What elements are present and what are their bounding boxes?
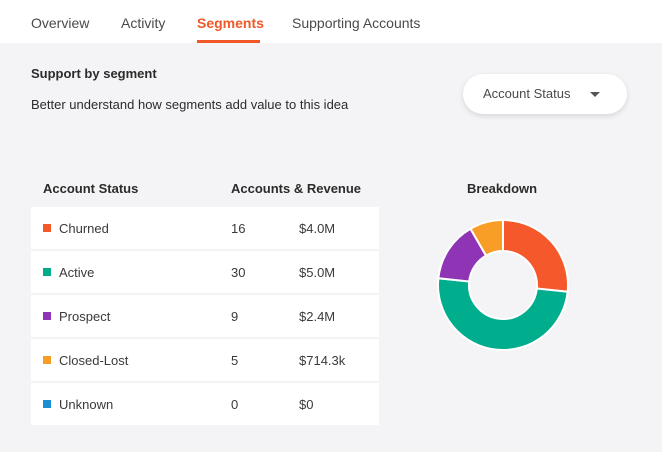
segment-label: Prospect	[59, 309, 111, 324]
segment-dropdown-label: Account Status	[483, 86, 571, 101]
segment-label: Churned	[59, 221, 109, 236]
tab-bar: Overview Activity Segments Supporting Ac…	[0, 0, 662, 43]
active-tab-indicator	[197, 40, 260, 43]
segment-count: 9	[231, 309, 239, 324]
segment-count: 16	[231, 221, 246, 236]
prospect-swatch	[43, 312, 51, 320]
column-header-status: Account Status	[43, 181, 139, 196]
segment-label: Active	[59, 265, 95, 280]
segment-revenue: $714.3k	[299, 353, 346, 368]
segment-label: Unknown	[59, 397, 114, 412]
segment-dropdown[interactable]: Account Status	[463, 74, 627, 114]
tab-overview[interactable]: Overview	[31, 15, 90, 31]
segment-row: Prospect 9 $2.4M	[31, 295, 379, 337]
segment-count: 30	[231, 265, 246, 280]
segment-revenue: $5.0M	[299, 265, 336, 280]
segment-revenue: $2.4M	[299, 309, 336, 324]
section-subtitle: Better understand how segments add value…	[31, 97, 349, 112]
segment-count: 5	[231, 353, 239, 368]
tab-segments[interactable]: Segments	[197, 15, 264, 31]
active-swatch	[43, 268, 51, 276]
segment-revenue: $0	[299, 397, 314, 412]
donut-slice-active	[437, 277, 569, 351]
donut-slice-closed-lost	[469, 218, 504, 257]
segment-row: Active 30 $5.0M	[31, 251, 379, 293]
segment-count: 0	[231, 397, 239, 412]
segment-row: Churned 16 $4.0M	[31, 207, 379, 249]
churned-swatch	[43, 224, 51, 232]
segment-row: Closed-Lost 5 $714.3k	[31, 339, 379, 381]
section-title: Support by segment	[31, 66, 157, 81]
unknown-swatch	[43, 400, 51, 408]
breakdown-title: Breakdown	[467, 181, 538, 196]
tab-supporting-accounts[interactable]: Supporting Accounts	[292, 15, 421, 31]
breakdown-donut-chart	[437, 218, 569, 351]
segment-revenue: $4.0M	[299, 221, 336, 236]
tab-activity[interactable]: Activity	[121, 15, 166, 31]
caret-down-icon	[590, 92, 600, 97]
segment-label: Closed-Lost	[59, 353, 129, 368]
segment-row: Unknown 0 $0	[31, 383, 379, 425]
column-header-accounts: Accounts & Revenue	[231, 181, 362, 196]
closed-lost-swatch	[43, 356, 51, 364]
donut-slice-churned	[502, 218, 569, 293]
